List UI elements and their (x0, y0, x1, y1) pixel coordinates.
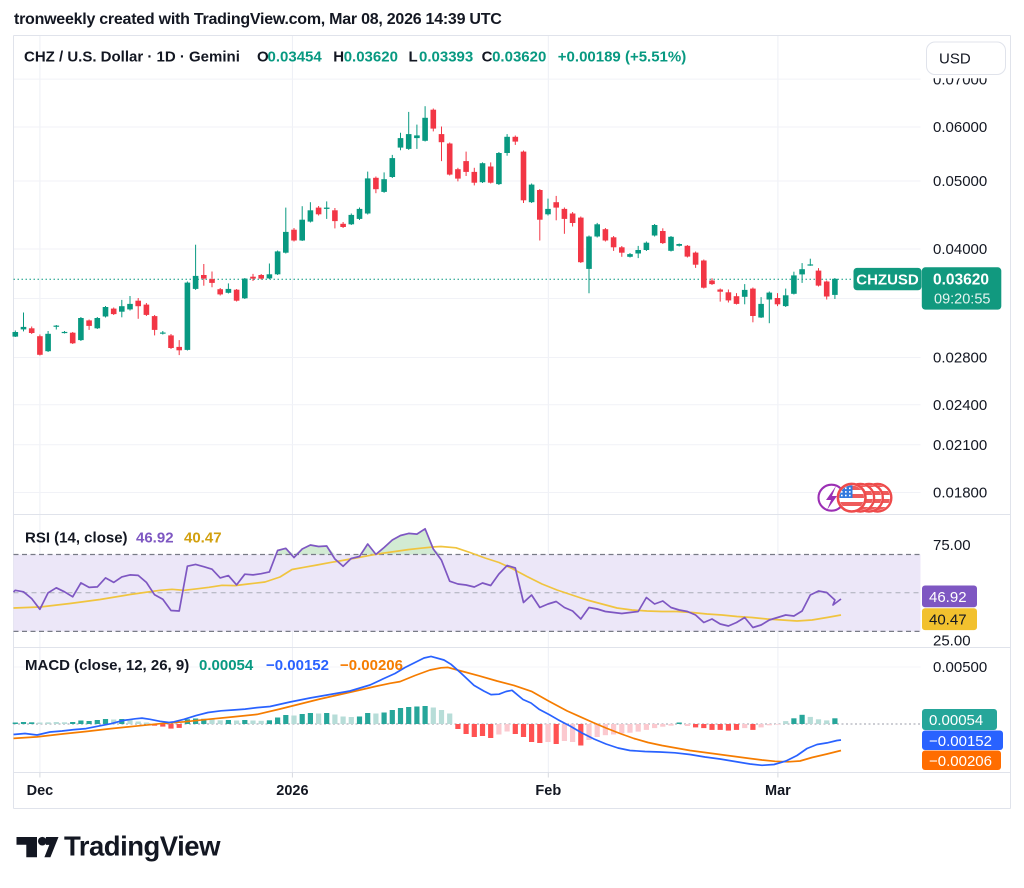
svg-text:09:20:55: 09:20:55 (934, 292, 990, 308)
svg-text:Dec: Dec (27, 783, 54, 799)
svg-text:0.00054: 0.00054 (199, 657, 254, 674)
svg-text:−0.00206: −0.00206 (340, 657, 403, 674)
svg-text:75.00: 75.00 (933, 537, 971, 554)
svg-text:Feb: Feb (535, 783, 561, 799)
svg-text:CHZUSD: CHZUSD (856, 271, 919, 288)
svg-text:MACD (close, 12, 26, 9): MACD (close, 12, 26, 9) (25, 657, 189, 674)
svg-text:USD: USD (939, 51, 971, 68)
svg-text:46.92: 46.92 (929, 589, 967, 606)
svg-text:40.47: 40.47 (929, 612, 967, 629)
svg-text:−0.00206: −0.00206 (929, 753, 992, 770)
svg-text:0.04000: 0.04000 (933, 241, 987, 258)
svg-text:25.00: 25.00 (933, 633, 971, 650)
svg-text:C: C (482, 49, 493, 66)
svg-text:0.02800: 0.02800 (933, 350, 987, 367)
svg-text:2026: 2026 (276, 783, 308, 799)
svg-text:H: H (333, 49, 344, 66)
svg-text:0.06000: 0.06000 (933, 119, 987, 136)
svg-text:0.02400: 0.02400 (933, 397, 987, 414)
svg-text:0.05000: 0.05000 (933, 173, 987, 190)
svg-text:+0.00189 (+5.51%): +0.00189 (+5.51%) (558, 49, 686, 66)
svg-text:O: O (257, 49, 269, 66)
svg-text:0.03620: 0.03620 (492, 49, 546, 66)
svg-text:0.01800: 0.01800 (933, 485, 987, 502)
svg-text:40.47: 40.47 (184, 529, 222, 546)
svg-text:Mar: Mar (765, 783, 791, 799)
svg-text:L: L (409, 49, 418, 66)
svg-text:0.00054: 0.00054 (929, 712, 983, 729)
svg-text:46.92: 46.92 (136, 529, 174, 546)
svg-text:0.03454: 0.03454 (268, 49, 323, 66)
svg-text:0.03393: 0.03393 (419, 49, 473, 66)
svg-text:RSI (14, close): RSI (14, close) (25, 529, 128, 546)
svg-text:0.00500: 0.00500 (933, 659, 987, 676)
svg-text:0.03620: 0.03620 (344, 49, 398, 66)
svg-text:0.03620: 0.03620 (933, 272, 989, 289)
svg-text:0.02100: 0.02100 (933, 437, 987, 454)
svg-text:TradingView: TradingView (64, 831, 221, 862)
svg-text:CHZ / U.S. Dollar · 1D · Gemin: CHZ / U.S. Dollar · 1D · Gemini (24, 49, 240, 66)
svg-text:−0.00152: −0.00152 (929, 733, 992, 750)
svg-text:−0.00152: −0.00152 (266, 657, 329, 674)
